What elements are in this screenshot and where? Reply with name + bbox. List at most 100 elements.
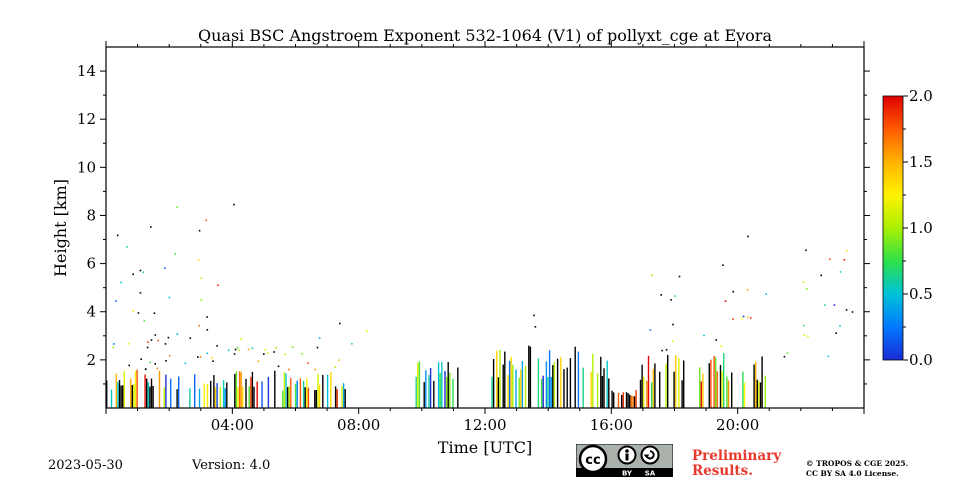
data-cell <box>445 376 448 408</box>
x-tick-label: 08:00 <box>337 416 380 434</box>
cc-icon <box>578 444 608 474</box>
data-cell <box>316 346 319 349</box>
data-cell <box>199 356 202 358</box>
data-cell <box>174 253 177 255</box>
data-cell <box>164 343 167 345</box>
data-cell <box>198 388 201 408</box>
y-tick-label: 2 <box>86 351 96 369</box>
data-cell <box>611 390 613 408</box>
data-cell <box>147 341 149 343</box>
data-cell <box>675 355 677 408</box>
cc-text: cc <box>585 453 600 468</box>
data-cell <box>291 346 294 348</box>
data-cell <box>441 362 443 408</box>
data-cell <box>168 354 171 357</box>
data-cell <box>336 389 338 408</box>
data-cell <box>330 371 332 408</box>
data-cell <box>146 378 148 408</box>
data-region-11 <box>639 353 766 408</box>
data-cell <box>227 349 230 352</box>
data-cell <box>163 387 165 408</box>
preliminary-line-1: Preliminary <box>692 448 782 464</box>
data-cell <box>133 383 135 408</box>
data-cell <box>758 380 760 408</box>
data-cell <box>366 330 368 333</box>
data-cell <box>318 384 321 408</box>
data-cell <box>296 380 298 408</box>
data-cell <box>425 370 427 408</box>
data-region-2 <box>115 267 219 331</box>
data-cell <box>164 267 166 269</box>
preliminary-line-2: Results. <box>692 463 753 479</box>
data-cell <box>719 365 722 408</box>
data-cell <box>632 396 634 408</box>
y-axis-label: Height [km] <box>51 179 70 277</box>
data-cell <box>200 299 203 301</box>
data-cell <box>829 258 831 260</box>
data-cell <box>417 362 419 408</box>
data-cell <box>286 387 289 408</box>
data-cell <box>681 380 683 408</box>
data-cell <box>647 355 650 408</box>
data-cell <box>732 290 734 293</box>
data-cell <box>118 380 121 408</box>
data-cell <box>439 373 441 408</box>
data-cell <box>263 353 265 355</box>
data-cell <box>168 296 171 299</box>
data-cell <box>699 367 701 408</box>
data-cell <box>317 373 319 408</box>
data-cell <box>137 312 140 314</box>
data-cell <box>746 316 749 319</box>
data-cell <box>723 353 725 408</box>
data-cell <box>216 383 218 408</box>
data-cell <box>590 371 592 408</box>
data-cell <box>248 386 250 408</box>
data-cell <box>518 377 520 408</box>
data-cell <box>304 387 306 408</box>
data-cell <box>253 386 255 408</box>
data-cell <box>152 385 154 408</box>
data-cell <box>206 384 209 408</box>
data-cell <box>212 360 214 362</box>
cc-by-sa-badge: cc BY SA <box>576 444 673 477</box>
data-cell <box>224 388 226 408</box>
data-cell <box>671 340 674 342</box>
data-cell <box>703 334 705 337</box>
data-cell <box>743 382 746 408</box>
data-cell <box>222 380 225 408</box>
data-cell <box>700 381 702 408</box>
data-cell <box>245 378 247 408</box>
data-cell <box>338 359 340 361</box>
data-cell <box>418 361 421 408</box>
data-cell <box>807 335 809 338</box>
data-cell <box>238 349 240 351</box>
data-cell <box>678 358 680 408</box>
data-cell <box>315 390 318 408</box>
data-cell <box>534 326 537 328</box>
data-cell <box>731 372 733 408</box>
data-cell <box>783 355 786 358</box>
data-cell <box>234 374 236 408</box>
data-cell <box>113 343 115 345</box>
data-cell <box>732 318 734 320</box>
data-region-5 <box>227 337 321 371</box>
data-cell <box>149 361 152 364</box>
data-cell <box>200 277 202 279</box>
data-cell <box>251 371 254 408</box>
data-cell <box>452 378 454 408</box>
data-cell <box>176 333 179 335</box>
data-cell <box>150 226 152 228</box>
data-cell <box>115 373 117 408</box>
data-cell <box>515 369 517 408</box>
data-cell <box>205 219 207 222</box>
data-cell <box>715 357 717 408</box>
data-cell <box>170 378 172 408</box>
data-cell <box>639 379 642 408</box>
data-cell <box>528 345 530 408</box>
data-cell <box>708 363 710 408</box>
data-cell <box>284 353 286 356</box>
data-cell <box>219 387 222 408</box>
cc-sa-text: SA <box>645 470 656 478</box>
data-cell <box>139 269 142 272</box>
